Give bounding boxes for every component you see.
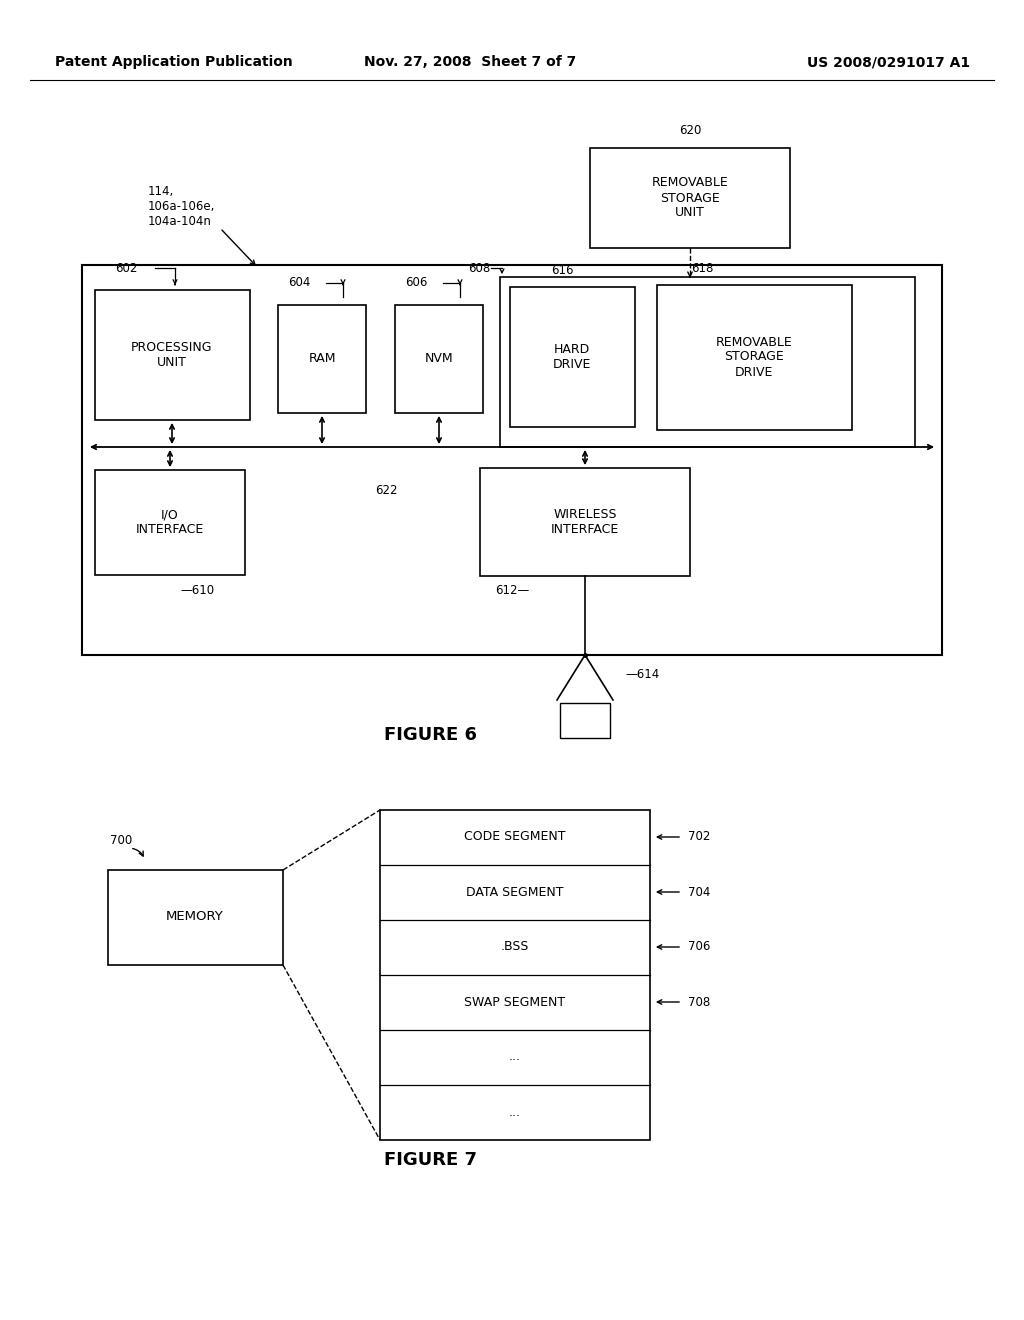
Bar	[500, 277, 915, 447]
Text: FIGURE 7: FIGURE 7	[384, 1151, 476, 1170]
Text: —614: —614	[625, 668, 659, 681]
Text: .BSS: .BSS	[501, 940, 529, 953]
Text: 602: 602	[115, 261, 137, 275]
Bar	[108, 870, 283, 965]
Text: 700: 700	[110, 833, 132, 846]
Text: SWAP SEGMENT: SWAP SEGMENT	[465, 995, 565, 1008]
Bar	[278, 305, 366, 413]
Text: 702: 702	[688, 830, 711, 843]
Text: 706: 706	[688, 940, 711, 953]
Bar	[95, 470, 245, 576]
Text: ...: ...	[509, 1051, 521, 1064]
Bar	[95, 290, 250, 420]
Text: 618: 618	[691, 263, 713, 276]
Text: WIRELESS
INTERFACE: WIRELESS INTERFACE	[551, 508, 620, 536]
Text: ...: ...	[509, 1106, 521, 1118]
Text: Patent Application Publication: Patent Application Publication	[55, 55, 293, 69]
Text: DATA SEGMENT: DATA SEGMENT	[466, 886, 564, 899]
Bar	[395, 305, 483, 413]
Bar	[590, 148, 790, 248]
Text: 608: 608	[468, 261, 490, 275]
Text: 604: 604	[288, 276, 310, 289]
Text: 606: 606	[406, 276, 427, 289]
Text: 622: 622	[375, 483, 397, 496]
Text: RAM: RAM	[308, 352, 336, 366]
Text: US 2008/0291017 A1: US 2008/0291017 A1	[807, 55, 970, 69]
Bar	[560, 704, 610, 738]
Text: I/O
INTERFACE: I/O INTERFACE	[136, 508, 204, 536]
Bar	[657, 285, 852, 430]
Text: PROCESSING
UNIT: PROCESSING UNIT	[131, 341, 213, 370]
Text: 620: 620	[679, 124, 701, 136]
Bar	[510, 286, 635, 426]
Text: FIGURE 6: FIGURE 6	[384, 726, 476, 744]
Text: 704: 704	[688, 886, 711, 899]
Bar	[480, 469, 690, 576]
Text: NVM: NVM	[425, 352, 454, 366]
Text: 708: 708	[688, 995, 711, 1008]
Text: 616: 616	[551, 264, 573, 277]
Text: REMOVABLE
STORAGE
UNIT: REMOVABLE STORAGE UNIT	[651, 177, 728, 219]
Text: HARD
DRIVE: HARD DRIVE	[553, 343, 591, 371]
Text: Nov. 27, 2008  Sheet 7 of 7: Nov. 27, 2008 Sheet 7 of 7	[364, 55, 577, 69]
Bar	[380, 810, 650, 1140]
Text: MEMORY: MEMORY	[166, 911, 224, 924]
Text: 612—: 612—	[495, 585, 529, 598]
Text: 114,
106a-106e,
104a-104n: 114, 106a-106e, 104a-104n	[148, 185, 215, 228]
Text: REMOVABLE
STORAGE
DRIVE: REMOVABLE STORAGE DRIVE	[716, 335, 793, 379]
Text: CODE SEGMENT: CODE SEGMENT	[464, 830, 565, 843]
Bar	[82, 265, 942, 655]
Text: —610: —610	[180, 583, 214, 597]
